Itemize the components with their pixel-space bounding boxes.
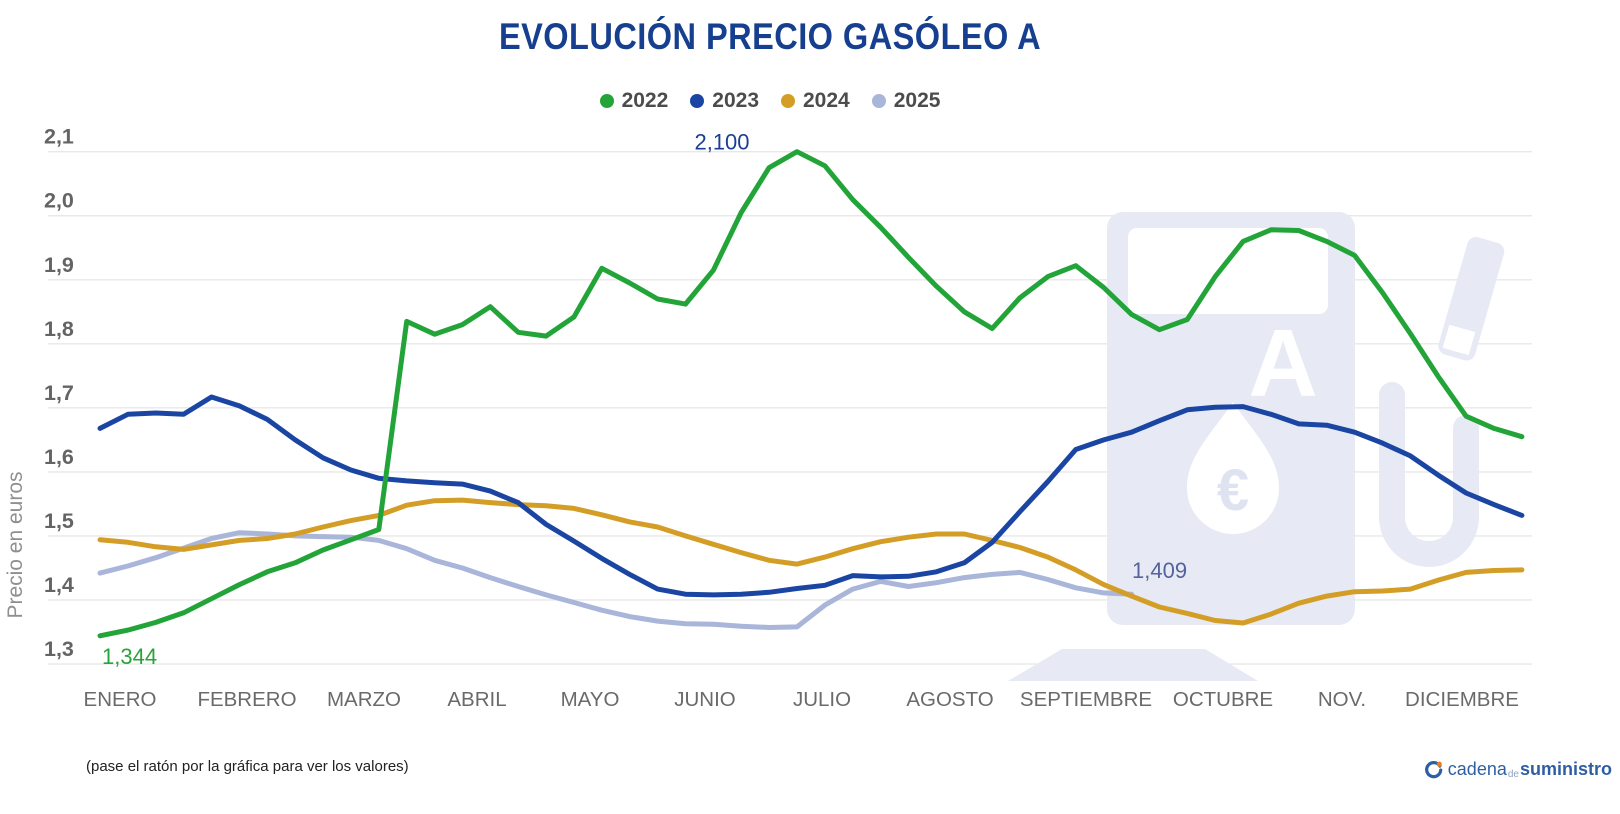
y-tick-label: 1,3 [44, 637, 74, 661]
x-month-label: JULIO [793, 688, 851, 711]
y-tick-label: 1,7 [44, 381, 74, 405]
legend-label-2025: 2025 [893, 89, 941, 112]
y-tick-label: 2,1 [44, 125, 74, 149]
series-line-2025[interactable] [97, 530, 1135, 630]
series-line-2022[interactable] [97, 149, 1525, 639]
legend-item-2022[interactable]: 2022 [599, 89, 669, 113]
euro-symbol: € [1217, 458, 1249, 523]
legend-item-2023[interactable]: 2023 [690, 89, 759, 113]
x-month-label: AGOSTO [906, 688, 993, 711]
x-month-label: JUNIO [674, 688, 736, 711]
y-tick-label: 1,4 [44, 573, 74, 597]
y-tick-label: 1,5 [44, 509, 74, 533]
x-month-label: ABRIL [447, 688, 506, 711]
pump-screen [1128, 228, 1328, 314]
x-month-label: SEPTIEMBRE [1020, 688, 1152, 711]
hover-hint: (pase el ratón por la gráfica para ver l… [86, 758, 409, 775]
x-month-label: DICIEMBRE [1405, 688, 1519, 711]
pump-hose [1379, 382, 1479, 567]
x-month-label: NOV. [1318, 688, 1366, 711]
chart-title: EVOLUCIÓN PRECIO GASÓLEO A [498, 16, 1042, 57]
legend-label-2022: 2022 [621, 89, 669, 112]
legend-item-2025[interactable]: 2025 [871, 89, 941, 113]
pump-base [1008, 649, 1258, 681]
logo-icon [1424, 761, 1443, 779]
annotation-1,409: 1,409 [1132, 558, 1187, 583]
x-month-label: ENERO [84, 688, 157, 711]
price-chart[interactable]: 2,1 2,0 1,9 1,8 1,7 1,6 1,5 1,4 1,3 Precio en eur… [0, 0, 1620, 718]
chart-legend: 2022 2023 2024 2025 [0, 89, 1540, 113]
pump-letter-a: A [1248, 310, 1317, 417]
legend-dot-2022 [599, 94, 614, 108]
annotation-1,344: 1,344 [102, 644, 157, 669]
series-line-2023[interactable] [97, 394, 1525, 598]
logo-text: cadenadesuministro [1447, 759, 1612, 780]
euro-drop-icon [1187, 402, 1279, 534]
legend-label-2024: 2024 [803, 89, 850, 112]
legend-item-2024[interactable]: 2024 [781, 89, 850, 113]
annotation-2,100: 2,100 [694, 130, 749, 155]
x-month-label: MAYO [561, 688, 620, 711]
legend-dot-2023 [690, 94, 705, 108]
series-layer [97, 149, 1525, 639]
site-logo[interactable]: cadenadesuministro [1424, 759, 1612, 780]
legend-label-2023: 2023 [712, 89, 759, 112]
y-tick-label: 1,6 [44, 445, 74, 469]
x-month-label: MARZO [327, 688, 401, 711]
annotation-layer: ENERO FEBRERO MARZO ABRIL MAYO JUNIO JULIO AGOS… [84, 130, 1519, 711]
x-month-label: OCTUBRE [1173, 688, 1273, 711]
y-tick-label: 1,9 [44, 253, 74, 277]
y-tick-label: 1,8 [44, 317, 74, 341]
pump-nozzle [1438, 237, 1505, 361]
fuel-pump-watermark: A € [1008, 212, 1505, 681]
series-line-2024[interactable] [97, 497, 1525, 626]
y-tick-label: 2,0 [44, 189, 74, 213]
legend-dot-2025 [871, 94, 886, 108]
x-month-label: FEBRERO [197, 688, 296, 711]
legend-dot-2024 [781, 94, 795, 108]
y-axis-title: Precio en euros [4, 471, 27, 618]
